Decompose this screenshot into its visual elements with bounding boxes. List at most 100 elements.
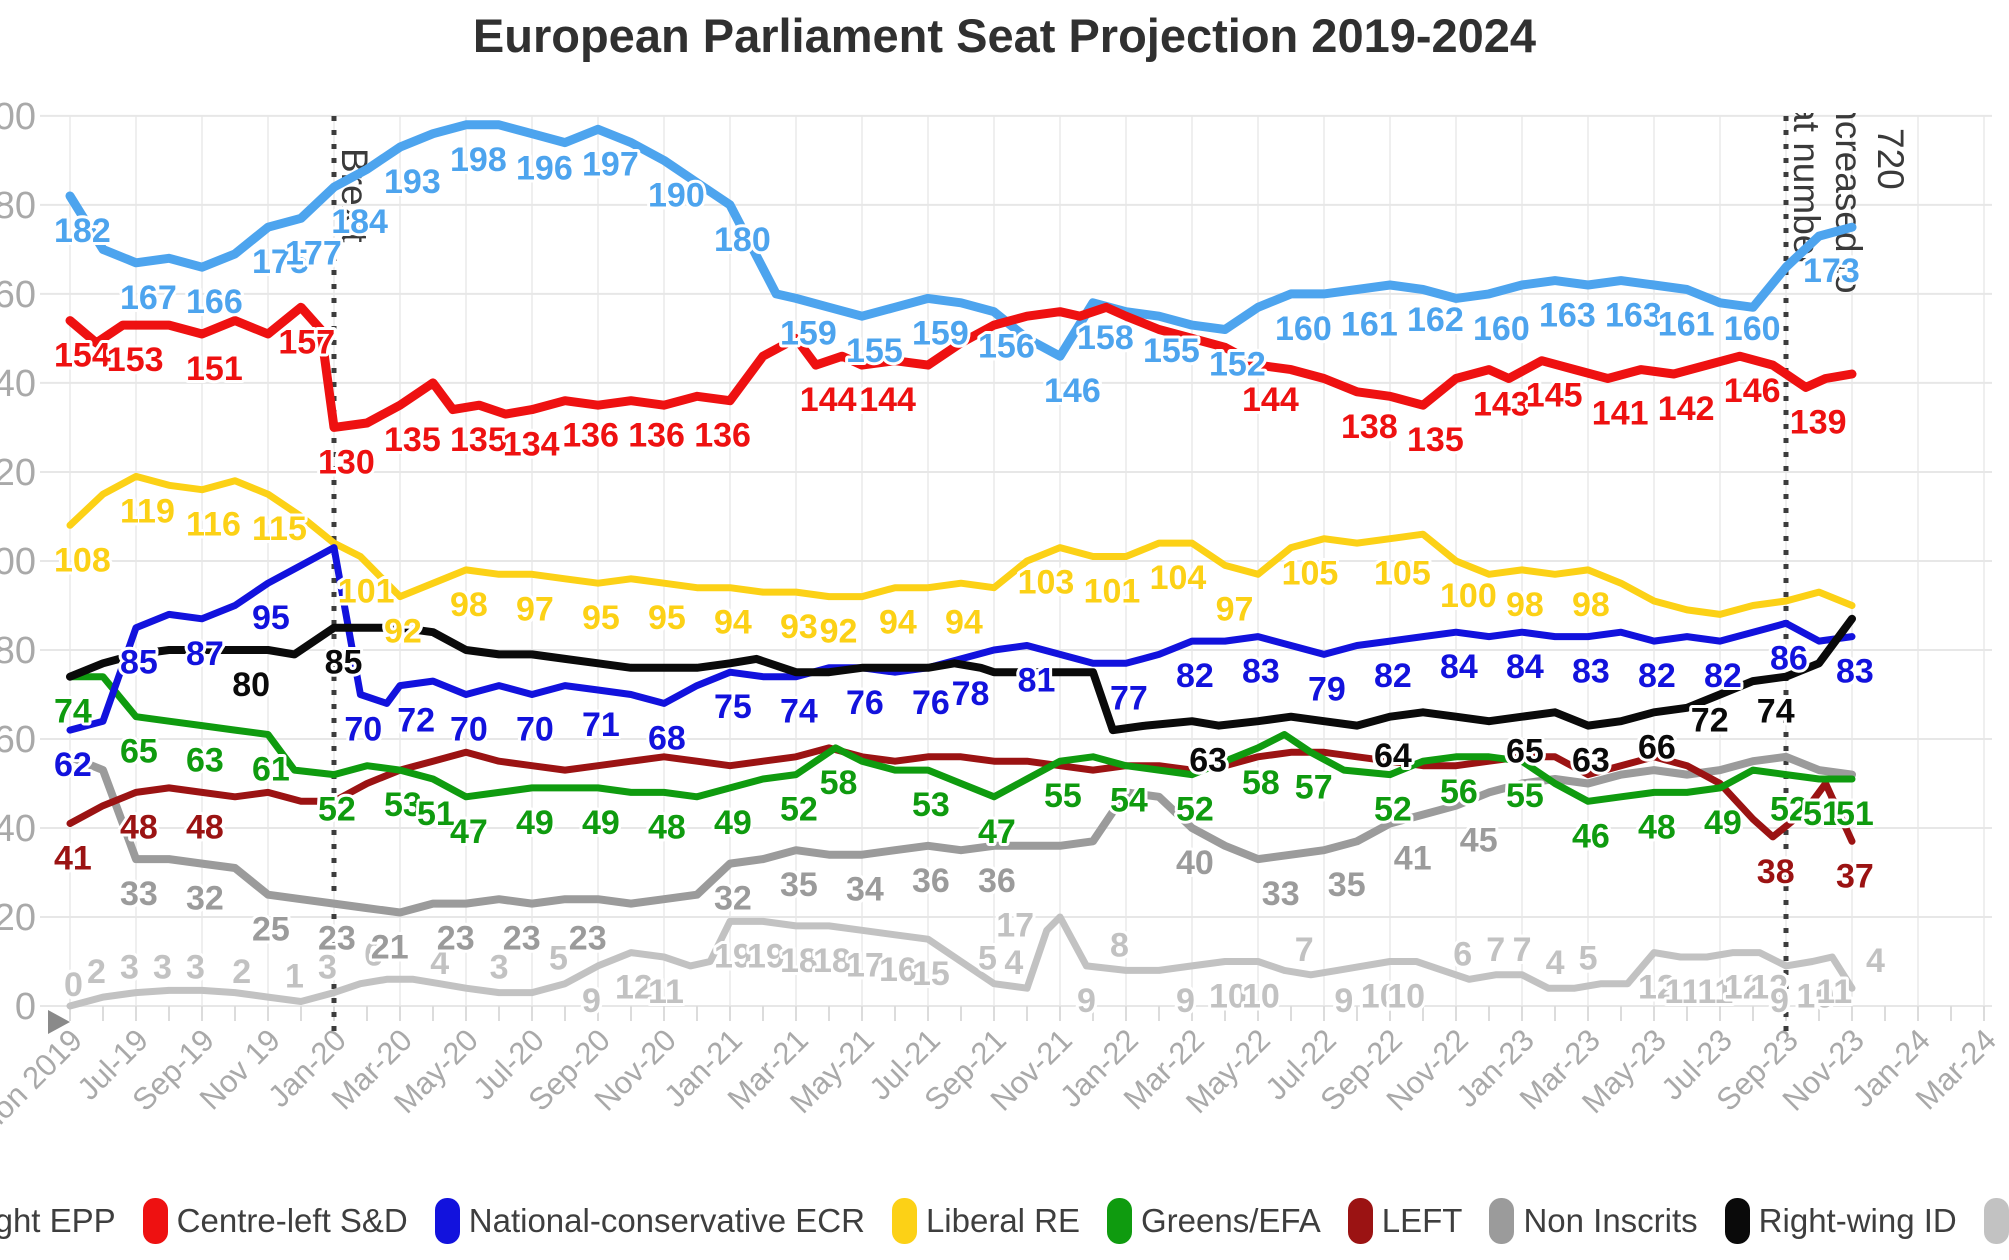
data-label-re: 94 <box>945 604 983 642</box>
data-label-ecr: 70 <box>344 710 382 748</box>
data-label-greens: 53 <box>384 786 422 824</box>
data-label-ecr: 82 <box>1704 657 1742 695</box>
data-label-greens: 49 <box>714 804 752 842</box>
data-label-unaff: 11 <box>648 973 684 1011</box>
data-label-unaff: 3 <box>153 949 172 987</box>
data-label-epp: 159 <box>912 314 969 352</box>
data-label-greens: 52 <box>1770 791 1808 829</box>
data-label-ecr: 70 <box>450 710 488 748</box>
data-label-greens: 48 <box>1638 808 1676 846</box>
data-label-re: 103 <box>1018 564 1075 602</box>
data-label-id: 65 <box>1506 733 1544 771</box>
legend-item-greens[interactable]: Greens/EFA <box>1107 1198 1321 1244</box>
data-label-unaff: 5 <box>549 940 568 978</box>
legend-item-left[interactable]: LEFT <box>1347 1198 1462 1244</box>
data-label-re: 92 <box>820 613 858 651</box>
y-axis-tick-label: 20 <box>0 452 36 494</box>
legend-item-re[interactable]: Liberal RE <box>891 1198 1081 1244</box>
data-label-ecr: 71 <box>582 706 620 744</box>
data-label-unaff: 3 <box>318 949 337 987</box>
data-label-re: 115 <box>252 510 307 548</box>
legend-label: Centre-right EPP <box>0 1202 116 1239</box>
data-label-unaff: 19 <box>747 937 785 975</box>
data-label-epp: 155 <box>846 332 903 370</box>
y-axis-tick-label: 00 <box>0 96 36 138</box>
data-label-id: 63 <box>1189 742 1227 780</box>
data-label-id: 85 <box>325 644 363 682</box>
data-label-ecr: 81 <box>1018 662 1056 700</box>
data-label-unaff: 4 <box>1004 944 1023 982</box>
data-label-ni: 32 <box>186 880 224 918</box>
data-label-greens: 49 <box>516 804 554 842</box>
data-label-unaff: 11 <box>1697 973 1733 1011</box>
play-triangle-icon[interactable] <box>48 1010 70 1034</box>
legend-label: Greens/EFA <box>1141 1202 1321 1239</box>
data-label-re: 97 <box>516 590 554 628</box>
data-label-epp: 197 <box>582 145 639 183</box>
series-line-re <box>66 472 1856 618</box>
data-label-unaff: 9 <box>1334 982 1353 1020</box>
data-label-ecr: 83 <box>1572 653 1610 691</box>
y-axis-tick-label: 00 <box>0 541 36 583</box>
data-label-greens: 49 <box>1704 804 1742 842</box>
data-label-sd: 144 <box>859 381 916 419</box>
data-label-left: 48 <box>120 808 158 846</box>
data-label-epp: 163 <box>1539 297 1596 335</box>
series-line-unaff <box>66 913 1856 1010</box>
data-label-greens: 55 <box>1044 777 1082 815</box>
data-label-greens: 51 <box>1836 795 1874 833</box>
data-label-sd: 130 <box>318 443 375 481</box>
data-label-ni: 34 <box>846 871 884 909</box>
data-label-re: 101 <box>1084 572 1141 610</box>
legend-label: Liberal RE <box>925 1202 1081 1239</box>
data-label-epp: 160 <box>1473 310 1530 348</box>
data-label-epp: 182 <box>54 212 111 250</box>
legend-item-ecr[interactable]: National-conservative ECR <box>434 1198 865 1244</box>
legend-item-sd[interactable]: Centre-left S&D <box>142 1198 408 1244</box>
data-label-ecr: 76 <box>912 684 950 722</box>
data-label-greens: 47 <box>450 813 488 851</box>
legend-item-unaff[interactable]: unaffiliated <box>1983 1198 2009 1244</box>
series-line-ni <box>66 752 1856 917</box>
legend-swatch-unaff-icon <box>1983 1198 2009 1244</box>
legend-item-epp[interactable]: Centre-right EPP <box>0 1198 116 1244</box>
data-label-greens: 57 <box>1295 768 1333 806</box>
data-label-re: 104 <box>1150 559 1207 597</box>
data-label-sd: 142 <box>1658 390 1715 428</box>
data-label-unaff: 0 <box>64 966 83 1004</box>
data-label-greens: 56 <box>1440 773 1478 811</box>
data-label-unaff: 3 <box>120 949 139 987</box>
data-label-epp: 162 <box>1407 301 1464 339</box>
data-label-left: 41 <box>54 840 92 878</box>
data-label-greens: 52 <box>780 791 818 829</box>
data-label-epp: 198 <box>450 141 507 179</box>
data-label-epp: 161 <box>1341 305 1398 343</box>
data-label-greens: 46 <box>1572 817 1610 855</box>
legend-label: Right-wing ID <box>1758 1202 1957 1239</box>
data-label-ecr: 70 <box>516 710 554 748</box>
data-label-greens: 58 <box>820 764 858 802</box>
legend-item-ni[interactable]: Non Inscrits <box>1489 1198 1698 1244</box>
data-label-greens: 52 <box>1374 791 1412 829</box>
data-label-unaff: 16 <box>879 951 917 989</box>
data-label-epp: 152 <box>1209 346 1266 384</box>
data-label-unaff: 1 <box>285 958 304 996</box>
data-label-epp: 177 <box>285 234 342 272</box>
data-label-greens: 61 <box>252 751 290 789</box>
data-label-unaff: 4 <box>1866 942 1885 980</box>
y-axis-tick-label: 40 <box>0 808 36 850</box>
data-label-unaff: 12 <box>1750 969 1788 1007</box>
data-label-epp: 190 <box>648 176 705 214</box>
data-label-ni: 36 <box>978 862 1016 900</box>
data-label-unaff: 15 <box>912 955 950 993</box>
data-label-unaff: 10 <box>1242 977 1280 1015</box>
legend-swatch-left-icon <box>1347 1198 1373 1244</box>
legend-label: Centre-left S&D <box>176 1202 408 1239</box>
data-label-greens: 65 <box>120 733 158 771</box>
data-label-re: 94 <box>879 604 917 642</box>
legend-item-id[interactable]: Right-wing ID <box>1724 1198 1957 1244</box>
x-axis-tick-label: Election 2019 <box>0 1022 89 1180</box>
data-label-id: 66 <box>1638 728 1676 766</box>
data-label-ecr: 84 <box>1440 648 1478 686</box>
data-label-re: 119 <box>120 492 175 530</box>
